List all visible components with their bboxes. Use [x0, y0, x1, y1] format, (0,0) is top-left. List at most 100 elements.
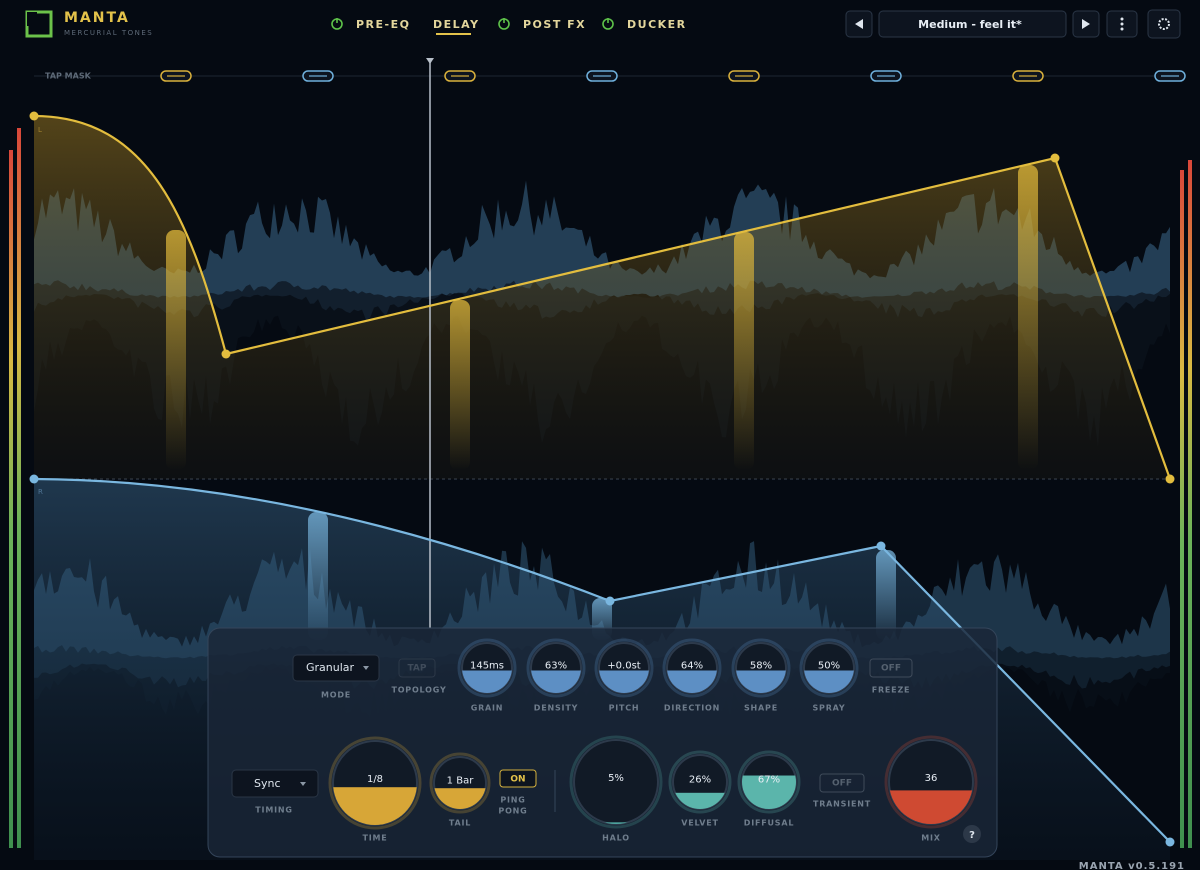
- knob-value: +0.0st: [607, 661, 640, 672]
- knob-fill: [574, 822, 658, 824]
- level-meter: [9, 150, 13, 848]
- logo-subtitle: MERCURIAL TONES: [64, 29, 153, 37]
- knob-fill: [599, 670, 649, 693]
- topology-value: TAP: [407, 664, 426, 674]
- envelope-points: [29, 474, 1175, 847]
- knob-label: SPRAY: [812, 704, 845, 713]
- topology-button[interactable]: [398, 658, 436, 678]
- node[interactable]: [29, 111, 39, 121]
- node[interactable]: [221, 349, 231, 359]
- tab[interactable]: PRE-EQ: [356, 18, 410, 31]
- knob-label: VELVET: [681, 819, 719, 828]
- node[interactable]: [1050, 153, 1060, 163]
- knob-glow: [594, 638, 654, 698]
- knob-label: DIFFUSAL: [744, 819, 795, 828]
- knob-glow: [799, 638, 859, 698]
- preset-name: Medium - feel it*: [918, 18, 1022, 31]
- mode-value: Granular: [306, 661, 355, 674]
- tap-mask-pill-core: [877, 75, 895, 77]
- logo-title: MANTA: [64, 10, 130, 26]
- ping-pong-button[interactable]: [499, 769, 537, 788]
- settings-button[interactable]: [1147, 9, 1181, 39]
- tap-bar[interactable]: [734, 232, 754, 470]
- tap-bar[interactable]: [308, 512, 328, 640]
- mode-label: MODE: [321, 691, 351, 700]
- playhead-head: [426, 58, 434, 64]
- tab[interactable]: POST FX: [523, 18, 586, 31]
- freeze-button[interactable]: [869, 658, 913, 678]
- tap-bar[interactable]: [1018, 165, 1038, 470]
- tap-bar[interactable]: [450, 300, 470, 470]
- preset-bar: Medium - feel it*: [845, 9, 1181, 39]
- knob-glow: [662, 638, 722, 698]
- node[interactable]: [29, 474, 39, 484]
- knob-fill: [462, 670, 512, 693]
- knob-glow: [526, 638, 586, 698]
- knob-label: SHAPE: [744, 704, 778, 713]
- timing-value: Sync: [254, 777, 281, 790]
- knob-value: 1 Bar: [447, 775, 475, 786]
- tap-mask-pill-core: [735, 75, 753, 77]
- knob-value: 63%: [545, 661, 567, 672]
- prev-icon: [855, 19, 863, 29]
- node[interactable]: [1165, 837, 1175, 847]
- knob-glow: [328, 736, 422, 830]
- logo-cut: [27, 12, 37, 26]
- next-icon: [1082, 19, 1090, 29]
- tap-markers: [160, 70, 1186, 640]
- knob-value: 50%: [818, 661, 840, 672]
- knob-value: 26%: [689, 774, 711, 785]
- knob-value: 145ms: [470, 661, 504, 672]
- knob-glow: [457, 638, 517, 698]
- knob-label: DENSITY: [534, 704, 578, 713]
- knob-label: MIX: [921, 834, 941, 843]
- controls: Granular MODE TAP TOPOLOGY OFF FREEZE Sy…: [231, 638, 981, 843]
- envelope-right[interactable]: [33, 477, 1171, 843]
- knob-label: TIME: [362, 834, 387, 843]
- knob-glow: [429, 752, 491, 814]
- knob-label: HALO: [602, 834, 630, 843]
- envelope-points: [29, 111, 1175, 484]
- tab-bar: PRE-EQ DELAY POST FX DUCKER: [331, 18, 687, 35]
- freeze-label: FREEZE: [872, 686, 911, 695]
- level-meter: [1188, 160, 1192, 848]
- mode-dropdown[interactable]: [292, 654, 380, 682]
- knob-glow: [569, 735, 663, 829]
- level-meter: [1180, 170, 1184, 848]
- knob-glow: [884, 735, 978, 829]
- settings-icon: [1158, 18, 1170, 30]
- timing-dropdown[interactable]: [231, 769, 319, 798]
- help-button[interactable]: [963, 825, 981, 843]
- tab-active[interactable]: DELAY: [433, 18, 480, 31]
- knob-label: PITCH: [609, 704, 640, 713]
- knob-fill: [434, 788, 486, 809]
- tab[interactable]: DUCKER: [627, 18, 687, 31]
- transient-button[interactable]: [819, 773, 865, 793]
- knob-glow: [668, 750, 732, 814]
- help-icon: ?: [969, 830, 975, 841]
- transient-value: OFF: [832, 779, 852, 789]
- node[interactable]: [605, 596, 615, 606]
- preset-selector[interactable]: [878, 10, 1067, 38]
- freeze-value: OFF: [881, 664, 901, 674]
- tap-mask-pill-core: [1161, 75, 1179, 77]
- tap-mask-pill-core: [1019, 75, 1037, 77]
- tap-bar[interactable]: [876, 550, 896, 640]
- envelope-left[interactable]: [33, 114, 1172, 480]
- knob-value: 1/8: [367, 774, 383, 785]
- tap-mask-pill-core: [167, 75, 185, 77]
- ping-pong-value: ON: [510, 775, 525, 785]
- knob-glow: [737, 750, 801, 814]
- ping-pong-label: PONG: [498, 807, 527, 816]
- knob-fill: [667, 670, 717, 693]
- timing-label: TIMING: [255, 806, 292, 815]
- knob-label: DIRECTION: [664, 704, 720, 713]
- tap-mask-pill-core: [451, 75, 469, 77]
- tap-bar[interactable]: [166, 230, 186, 470]
- node[interactable]: [876, 541, 886, 551]
- node[interactable]: [1165, 474, 1175, 484]
- tap-mask-pill-core: [309, 75, 327, 77]
- knob-label: GRAIN: [471, 704, 504, 713]
- knob-fill: [531, 670, 581, 693]
